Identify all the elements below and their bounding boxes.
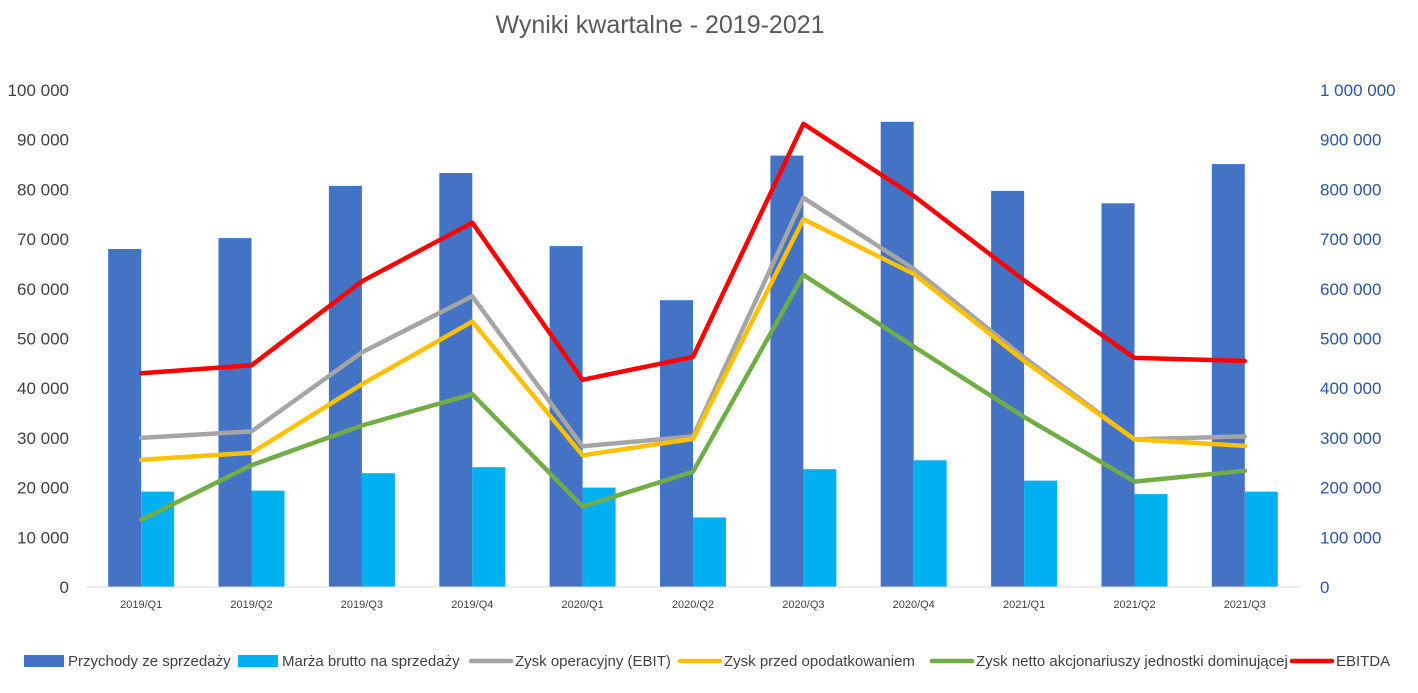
bar-mar-a-brutto-na-sprzeda-y-6 [803,469,837,587]
legend-swatch [24,655,64,667]
bar-przychody-ze-sprzeda-y-9 [1101,203,1135,588]
bar-mar-a-brutto-na-sprzeda-y-10 [1244,491,1278,587]
bar-mar-a-brutto-na-sprzeda-y-1 [251,490,285,587]
right-tick-label: 100 000 [1320,528,1381,547]
bar-mar-a-brutto-na-sprzeda-y-9 [1134,494,1168,587]
line-zysk-przed-opodatkowaniem [138,216,1248,463]
right-tick-label: 600 000 [1320,280,1381,299]
x-tick-label: 2021/Q1 [1003,599,1045,611]
right-tick-label: 0 [1320,578,1329,597]
left-tick-label: 20 000 [17,479,69,498]
chart-title: Wyniki kwartalne - 2019-2021 [495,11,824,39]
left-tick-label: 60 000 [17,280,69,299]
x-tick-label: 2021/Q2 [1113,599,1155,611]
bar-przychody-ze-sprzeda-y-10 [1211,164,1245,587]
bar-przychody-ze-sprzeda-y-6 [770,155,804,587]
line-ebitda [138,121,1248,383]
bar-przychody-ze-sprzeda-y-0 [108,249,142,587]
lines-layer [138,121,1248,523]
right-tick-label: 900 000 [1320,131,1381,150]
right-tick-label: 400 000 [1320,379,1381,398]
left-tick-label: 90 000 [17,131,69,150]
right-tick-label: 800 000 [1320,180,1381,199]
left-tick-label: 70 000 [17,230,69,249]
bar-przychody-ze-sprzeda-y-4 [549,246,583,587]
legend-label: Zysk przed opodatkowaniem [724,653,915,670]
x-tick-label: 2020/Q3 [782,599,824,611]
right-tick-label: 200 000 [1320,479,1381,498]
left-tick-label: 50 000 [17,330,69,349]
bar-mar-a-brutto-na-sprzeda-y-7 [913,460,947,587]
bar-przychody-ze-sprzeda-y-7 [880,121,914,588]
right-tick-label: 500 000 [1320,330,1381,349]
left-tick-label: 10 000 [17,528,69,547]
x-tick-label: 2020/Q4 [893,599,935,611]
x-tick-label: 2019/Q1 [120,599,162,611]
line-zysk-netto-akcjonariuszy-jednostki-dominuj-cej [138,272,1248,523]
legend: Przychody ze sprzedaży Marża brutto na sp… [24,653,1390,670]
x-tick-label: 2020/Q1 [561,599,603,611]
bar-mar-a-brutto-na-sprzeda-y-2 [361,473,395,587]
x-tick-label: 2021/Q3 [1224,599,1266,611]
bar-przychody-ze-sprzeda-y-1 [218,238,252,587]
x-tick-label: 2019/Q2 [230,599,272,611]
bar-mar-a-brutto-na-sprzeda-y-8 [1024,480,1058,587]
legend-label: EBITDA [1336,653,1390,670]
left-tick-label: 40 000 [17,379,69,398]
left-tick-label: 30 000 [17,429,69,448]
x-tick-label: 2020/Q2 [672,599,714,611]
legend-swatch [238,655,278,667]
left-tick-label: 0 [60,578,69,597]
right-tick-label: 300 000 [1320,429,1381,448]
bar-mar-a-brutto-na-sprzeda-y-3 [472,467,506,587]
right-axis: 0 100 000 200 000 300 000 400 000 500 000 600 … [1320,81,1396,597]
x-tick-label: 2019/Q4 [451,599,493,611]
bar-przychody-ze-sprzeda-y-3 [439,173,473,587]
bars-layer [108,121,1278,588]
legend-label: Marża brutto na sprzedaży [282,653,460,670]
left-tick-label: 100 000 [8,81,69,100]
x-tick-label: 2019/Q3 [341,599,383,611]
legend-label: Zysk operacyjny (EBIT) [515,653,671,670]
left-axis: 0 10 000 20 000 30 000 40 000 50 000 60 000 70 … [8,81,69,597]
bar-przychody-ze-sprzeda-y-8 [991,190,1025,587]
left-tick-label: 80 000 [17,180,69,199]
x-axis: 2019/Q1 2019/Q2 2019/Q3 2019/Q4 2020/Q1 2020/… [120,599,1266,611]
legend-label: Zysk netto akcjonariuszy jednostki domin… [976,653,1288,670]
legend-label: Przychody ze sprzedaży [68,653,231,670]
bar-mar-a-brutto-na-sprzeda-y-5 [693,517,726,587]
right-tick-label: 1 000 000 [1320,81,1396,100]
right-tick-label: 700 000 [1320,230,1381,249]
